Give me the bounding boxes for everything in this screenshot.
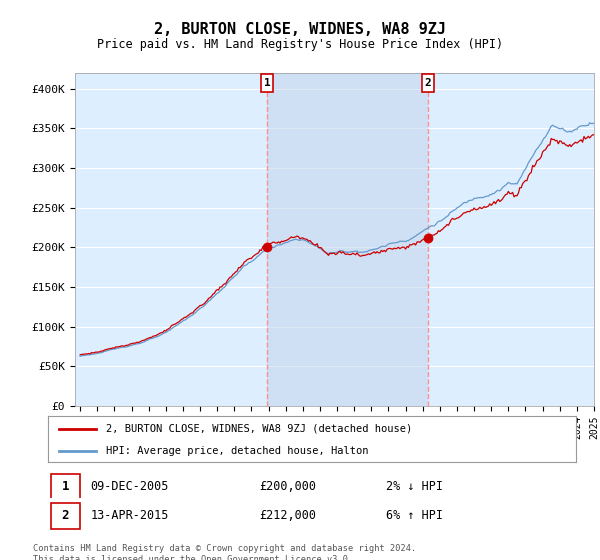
Text: 2, BURTON CLOSE, WIDNES, WA8 9ZJ: 2, BURTON CLOSE, WIDNES, WA8 9ZJ — [154, 22, 446, 38]
FancyBboxPatch shape — [261, 74, 273, 92]
Text: 2% ↓ HPI: 2% ↓ HPI — [386, 480, 443, 493]
Text: 13-APR-2015: 13-APR-2015 — [90, 509, 169, 522]
Text: 2: 2 — [61, 509, 69, 522]
Text: 2: 2 — [424, 78, 431, 88]
Text: 1: 1 — [61, 480, 69, 493]
FancyBboxPatch shape — [50, 503, 80, 529]
Text: Contains HM Land Registry data © Crown copyright and database right 2024.
This d: Contains HM Land Registry data © Crown c… — [33, 544, 416, 560]
Text: 09-DEC-2005: 09-DEC-2005 — [90, 480, 169, 493]
Text: £200,000: £200,000 — [259, 480, 316, 493]
FancyBboxPatch shape — [422, 74, 434, 92]
Bar — [267, 73, 428, 406]
Text: Price paid vs. HM Land Registry's House Price Index (HPI): Price paid vs. HM Land Registry's House … — [97, 38, 503, 50]
Text: 2, BURTON CLOSE, WIDNES, WA8 9ZJ (detached house): 2, BURTON CLOSE, WIDNES, WA8 9ZJ (detach… — [106, 424, 412, 434]
Text: 6% ↑ HPI: 6% ↑ HPI — [386, 509, 443, 522]
Text: 1: 1 — [264, 78, 271, 88]
Text: HPI: Average price, detached house, Halton: HPI: Average price, detached house, Halt… — [106, 446, 368, 455]
FancyBboxPatch shape — [50, 474, 80, 500]
Text: £212,000: £212,000 — [259, 509, 316, 522]
